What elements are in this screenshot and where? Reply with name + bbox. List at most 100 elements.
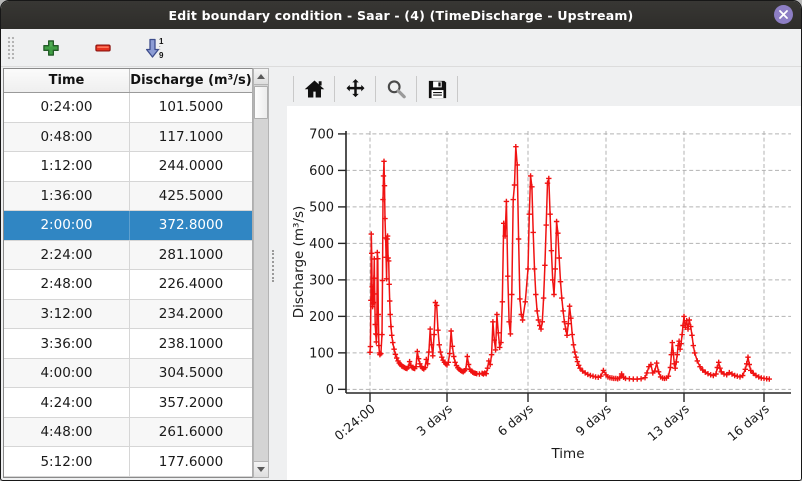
window-title: Edit boundary condition - Saar - (4) (Ti… xyxy=(168,7,634,23)
time-cell[interactable]: 2:00:00 xyxy=(4,211,130,240)
table-row[interactable]: 2:48:00 226.4000 xyxy=(4,270,252,300)
discharge-cell[interactable]: 281.1000 xyxy=(158,246,224,263)
discharge-cell[interactable]: 101.5000 xyxy=(158,99,224,116)
time-cell[interactable]: 1:12:00 xyxy=(4,152,130,181)
table-row[interactable]: 5:12:00 177.6000 xyxy=(4,447,252,477)
discharge-cell[interactable]: 117.1000 xyxy=(158,128,224,145)
discharge-cell[interactable]: 177.6000 xyxy=(158,453,224,470)
scrollbar-track[interactable] xyxy=(254,85,268,461)
scroll-up-button[interactable] xyxy=(254,69,268,85)
table-row[interactable]: 0:24:00 101.5000 xyxy=(4,93,252,123)
toolbar-separator xyxy=(457,76,458,102)
time-cell[interactable]: 0:24:00 xyxy=(4,93,130,122)
table-row[interactable]: 3:12:00 234.2000 xyxy=(4,299,252,330)
table-header: Time Discharge (m³/s) xyxy=(4,69,252,93)
edit-toolbar: 1 : 9 xyxy=(1,29,801,67)
discharge-cell[interactable]: 372.8000 xyxy=(158,217,224,234)
discharge-time-chart[interactable]: 0 100 200 300 400 500 600 700 0:24:00 3 days 6 day… xyxy=(287,106,801,480)
svg-text:16 days: 16 days xyxy=(724,401,771,444)
toolbar-separator xyxy=(334,76,335,102)
toolbar-separator xyxy=(416,76,417,102)
close-icon xyxy=(779,10,788,19)
chart-toolbar xyxy=(287,73,464,105)
svg-text:6 days: 6 days xyxy=(495,401,536,439)
time-cell[interactable]: 4:24:00 xyxy=(4,388,130,417)
zoom-rect-button[interactable] xyxy=(382,75,410,103)
table-row[interactable]: 0:48:00 117.1000 xyxy=(4,122,252,153)
svg-text:0:24:00: 0:24:00 xyxy=(331,401,378,443)
time-cell[interactable]: 3:12:00 xyxy=(4,299,130,329)
svg-text:0: 0 xyxy=(326,383,334,398)
time-cell[interactable]: 5:12:00 xyxy=(4,447,130,476)
svg-text:700: 700 xyxy=(309,127,334,142)
time-cell[interactable]: 0:48:00 xyxy=(4,122,130,152)
table-row[interactable]: 2:00:00 372.8000 xyxy=(4,211,252,241)
add-row-button[interactable] xyxy=(36,33,66,63)
triangle-up-icon xyxy=(257,74,265,79)
close-button[interactable] xyxy=(774,5,793,24)
discharge-cell[interactable]: 357.2000 xyxy=(158,394,224,411)
time-cell[interactable]: 2:24:00 xyxy=(4,240,130,270)
save-icon xyxy=(428,80,446,98)
column-header-discharge[interactable]: Discharge (m³/s) xyxy=(130,73,252,88)
toolbar-separator xyxy=(375,76,376,102)
discharge-cell[interactable]: 425.5000 xyxy=(158,187,224,204)
sort-ascending-button[interactable]: 1 : 9 xyxy=(140,33,170,63)
save-figure-button[interactable] xyxy=(423,75,451,103)
table-row[interactable]: 4:00:00 304.5000 xyxy=(4,358,252,389)
table-row[interactable]: 1:12:00 244.0000 xyxy=(4,152,252,182)
discharge-cell[interactable]: 226.4000 xyxy=(158,276,224,293)
table-body: 0:24:00 101.5000 0:48:00 117.1000 1:12:00 244… xyxy=(4,93,252,477)
svg-text:3 days: 3 days xyxy=(414,401,455,439)
triangle-down-icon xyxy=(257,467,265,472)
time-series-table[interactable]: Time Discharge (m³/s) 0:24:00 101.5000 0:4… xyxy=(3,68,253,478)
svg-text:600: 600 xyxy=(309,164,334,179)
table-row[interactable]: 3:36:00 238.1000 xyxy=(4,329,252,359)
time-cell[interactable]: 4:48:00 xyxy=(4,417,130,447)
svg-text:500: 500 xyxy=(309,200,334,215)
svg-text::: : xyxy=(159,45,161,51)
figure-canvas[interactable]: 0 100 200 300 400 500 600 700 0:24:00 3 days 6 day… xyxy=(287,106,801,480)
svg-text:9: 9 xyxy=(159,51,164,60)
zoom-icon xyxy=(387,79,406,98)
svg-text:9 days: 9 days xyxy=(573,401,614,439)
time-cell[interactable]: 2:48:00 xyxy=(4,270,130,299)
pan-button[interactable] xyxy=(341,75,369,103)
remove-icon xyxy=(95,44,111,51)
home-icon xyxy=(304,79,324,98)
discharge-cell[interactable]: 238.1000 xyxy=(158,335,224,352)
add-icon xyxy=(43,39,59,56)
svg-text:1: 1 xyxy=(159,37,164,46)
time-series-table-panel: Time Discharge (m³/s) 0:24:00 101.5000 0:4… xyxy=(3,68,269,478)
table-row[interactable]: 1:36:00 425.5000 xyxy=(4,181,252,212)
time-cell[interactable]: 3:36:00 xyxy=(4,329,130,358)
title-bar[interactable]: Edit boundary condition - Saar - (4) (Ti… xyxy=(1,1,801,29)
pan-icon xyxy=(345,78,365,97)
home-view-button[interactable] xyxy=(300,75,328,103)
svg-text:13 days: 13 days xyxy=(644,401,691,444)
time-cell[interactable]: 4:00:00 xyxy=(4,358,130,388)
svg-text:300: 300 xyxy=(309,273,334,288)
scroll-down-button[interactable] xyxy=(254,461,268,477)
toolbar-separator xyxy=(293,76,294,102)
discharge-cell[interactable]: 304.5000 xyxy=(158,365,224,382)
table-scrollbar[interactable] xyxy=(253,68,269,478)
panel-splitter-handle[interactable] xyxy=(272,250,278,282)
remove-row-button[interactable] xyxy=(88,33,118,63)
svg-text:100: 100 xyxy=(309,346,334,361)
discharge-cell[interactable]: 244.0000 xyxy=(158,158,224,175)
table-row[interactable]: 2:24:00 281.1000 xyxy=(4,240,252,271)
scrollbar-thumb[interactable] xyxy=(254,86,268,119)
svg-text:Discharge (m³/s): Discharge (m³/s) xyxy=(291,206,307,319)
time-cell[interactable]: 1:36:00 xyxy=(4,181,130,211)
column-header-time[interactable]: Time xyxy=(4,69,130,92)
table-row[interactable]: 4:48:00 261.6000 xyxy=(4,417,252,448)
sort-ascending-icon: 1 : 9 xyxy=(145,37,164,60)
svg-text:Time: Time xyxy=(550,446,584,462)
svg-text:400: 400 xyxy=(309,237,334,252)
discharge-cell[interactable]: 261.6000 xyxy=(158,424,224,441)
discharge-cell[interactable]: 234.2000 xyxy=(158,305,224,322)
toolbar-drag-handle[interactable] xyxy=(7,35,14,60)
table-row[interactable]: 4:24:00 357.2000 xyxy=(4,388,252,418)
